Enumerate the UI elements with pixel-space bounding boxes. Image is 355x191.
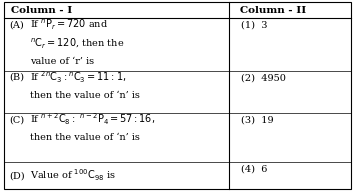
Text: then the value of ‘n’ is: then the value of ‘n’ is — [30, 133, 140, 142]
Text: (2)  4950: (2) 4950 — [241, 74, 286, 83]
Text: (1)  3: (1) 3 — [241, 20, 268, 29]
Text: Column - I: Column - I — [11, 6, 72, 15]
Text: If $^n\mathrm{P}_r = 720$ and: If $^n\mathrm{P}_r = 720$ and — [30, 18, 108, 32]
Text: (4)  6: (4) 6 — [241, 164, 268, 173]
Text: (D): (D) — [9, 171, 24, 180]
Text: If $^{n+2}\mathrm{C}_8 :\ ^{n-2}\mathrm{P}_4 = 57 : 16,$: If $^{n+2}\mathrm{C}_8 :\ ^{n-2}\mathrm{… — [30, 112, 155, 127]
Text: value of ‘r’ is: value of ‘r’ is — [30, 57, 94, 66]
Text: (B): (B) — [9, 73, 24, 82]
Text: $^n\mathrm{C}_r = 120$, then the: $^n\mathrm{C}_r = 120$, then the — [30, 36, 125, 50]
Text: Column - II: Column - II — [240, 6, 306, 15]
Text: (3)  19: (3) 19 — [241, 115, 274, 124]
Text: Value of $^{100}\mathrm{C}_{98}$ is: Value of $^{100}\mathrm{C}_{98}$ is — [30, 168, 116, 183]
Text: (A): (A) — [9, 20, 24, 29]
Text: then the value of ‘n’ is: then the value of ‘n’ is — [30, 91, 140, 100]
Text: (C): (C) — [9, 115, 24, 124]
Text: If $^{2n}\mathrm{C}_3 : {^n\mathrm{C}_3} = 11 : 1,$: If $^{2n}\mathrm{C}_3 : {^n\mathrm{C}_3}… — [30, 70, 126, 85]
